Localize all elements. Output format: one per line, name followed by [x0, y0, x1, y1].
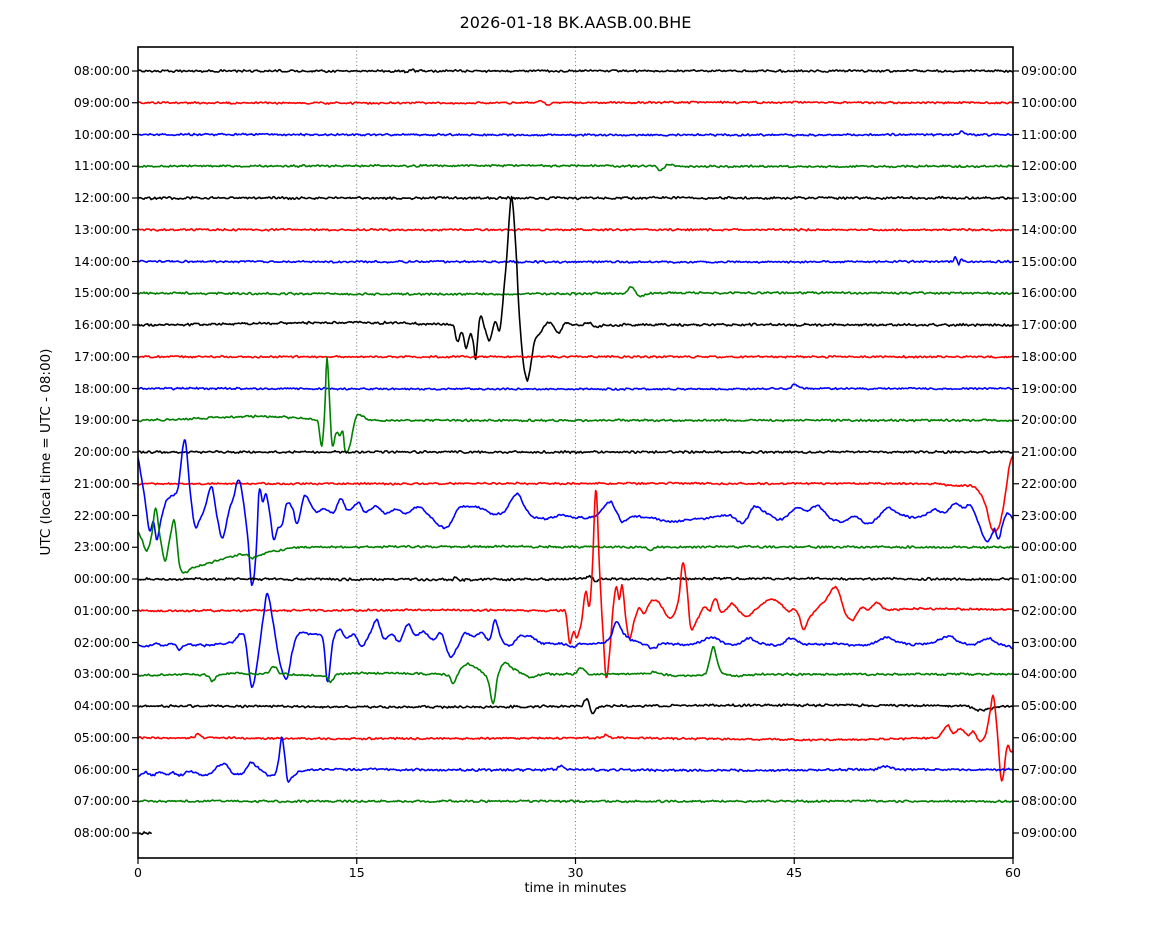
- right-tick-label: 08:00:00: [1021, 793, 1078, 809]
- right-tick-label: 14:00:00: [1021, 221, 1078, 237]
- trace-000000: [138, 574, 1013, 583]
- utc-tick-label: 00:00:00: [73, 571, 130, 586]
- trace-200000: [138, 449, 1013, 455]
- right-tick-label: 09:00:00: [1021, 825, 1078, 840]
- trace-110000: [138, 163, 1013, 172]
- utc-tick-label: 19:00:00: [73, 412, 130, 428]
- x-tick-label: 15: [348, 865, 365, 880]
- right-tick-label: 18:00:00: [1021, 348, 1078, 364]
- right-tick-label: 12:00:00: [1021, 158, 1078, 174]
- utc-tick-label: 20:00:00: [73, 444, 130, 459]
- trace-100000: [138, 130, 1013, 137]
- utc-tick-label: 23:00:00: [73, 539, 130, 555]
- utc-tick-label: 08:00:00: [73, 63, 130, 78]
- utc-tick-label: 02:00:00: [73, 634, 130, 650]
- utc-tick-label: 14:00:00: [73, 253, 130, 269]
- trace-130000: [138, 227, 1013, 232]
- right-tick-label: 09:00:00: [1021, 63, 1078, 78]
- right-tick-label: 10:00:00: [1021, 94, 1078, 110]
- utc-tick-label: 05:00:00: [73, 729, 130, 745]
- trace-180000: [138, 383, 1013, 391]
- trace-050000: [138, 694, 1013, 782]
- right-tick-label: 15:00:00: [1021, 253, 1078, 269]
- trace-070000: [138, 799, 1013, 804]
- utc-tick-label: 15:00:00: [73, 285, 130, 301]
- utc-tick-label: 11:00:00: [73, 158, 130, 174]
- right-tick-label: 13:00:00: [1021, 190, 1078, 205]
- trace-170000: [138, 354, 1013, 359]
- utc-tick-label: 22:00:00: [73, 507, 130, 523]
- trace-020000: [138, 592, 1013, 689]
- right-tick-label: 21:00:00: [1021, 444, 1078, 459]
- right-tick-label: 23:00:00: [1021, 507, 1078, 523]
- trace-190000: [138, 356, 1013, 453]
- utc-tick-label: 18:00:00: [73, 380, 130, 396]
- right-tick-label: 01:00:00: [1021, 571, 1078, 586]
- right-tick-label: 11:00:00: [1021, 126, 1078, 142]
- trace-060000: [138, 736, 1013, 783]
- trace-010000: [138, 489, 1013, 679]
- right-tick-label: 20:00:00: [1021, 412, 1078, 428]
- right-tick-label: 19:00:00: [1021, 380, 1078, 396]
- x-tick-label: 0: [134, 865, 142, 880]
- trace-210000: [138, 454, 1013, 533]
- trace-030000: [138, 646, 1013, 705]
- utc-tick-label: 04:00:00: [73, 698, 130, 713]
- x-tick-label: 60: [1005, 865, 1021, 880]
- right-tick-label: 05:00:00: [1021, 698, 1078, 713]
- right-tick-label: 22:00:00: [1021, 475, 1078, 491]
- utc-tick-label: 10:00:00: [73, 126, 130, 142]
- chart-title: 2026-01-18 BK.AASB.00.BHE: [459, 13, 692, 32]
- utc-tick-label: 09:00:00: [73, 94, 130, 110]
- utc-tick-label: 01:00:00: [73, 602, 130, 618]
- x-tick-label: 30: [567, 865, 584, 880]
- trace-120000: [138, 195, 1013, 201]
- trace-040000: [138, 697, 1013, 715]
- utc-tick-label: 07:00:00: [73, 793, 130, 809]
- trace-090000: [138, 99, 1013, 106]
- right-tick-label: 06:00:00: [1021, 729, 1078, 745]
- utc-tick-label: 17:00:00: [73, 348, 130, 364]
- right-tick-label: 00:00:00: [1021, 539, 1078, 555]
- right-tick-label: 04:00:00: [1021, 666, 1078, 682]
- trace-080000: [138, 68, 1013, 74]
- trace-160000: [138, 195, 1013, 382]
- utc-tick-label: 08:00:00: [73, 825, 130, 840]
- utc-tick-label: 03:00:00: [73, 666, 130, 682]
- utc-tick-label: 12:00:00: [73, 190, 130, 205]
- right-tick-label: 02:00:00: [1021, 602, 1078, 618]
- trace-220000: [138, 439, 1013, 587]
- trace-230000: [138, 507, 1013, 574]
- x-tick-label: 45: [786, 865, 803, 880]
- utc-tick-label: 13:00:00: [73, 221, 130, 237]
- x-axis-label: time in minutes: [524, 881, 627, 896]
- utc-tick-label: 16:00:00: [73, 317, 130, 332]
- trace-150000: [138, 286, 1013, 298]
- trace-140000: [138, 255, 1013, 266]
- utc-tick-label: 21:00:00: [73, 475, 130, 491]
- utc-tick-label: 06:00:00: [73, 761, 130, 777]
- right-tick-label: 17:00:00: [1021, 317, 1078, 332]
- right-tick-label: 03:00:00: [1021, 634, 1078, 650]
- trace-080000: [138, 831, 152, 836]
- right-tick-label: 16:00:00: [1021, 285, 1078, 301]
- right-tick-label: 07:00:00: [1021, 761, 1078, 777]
